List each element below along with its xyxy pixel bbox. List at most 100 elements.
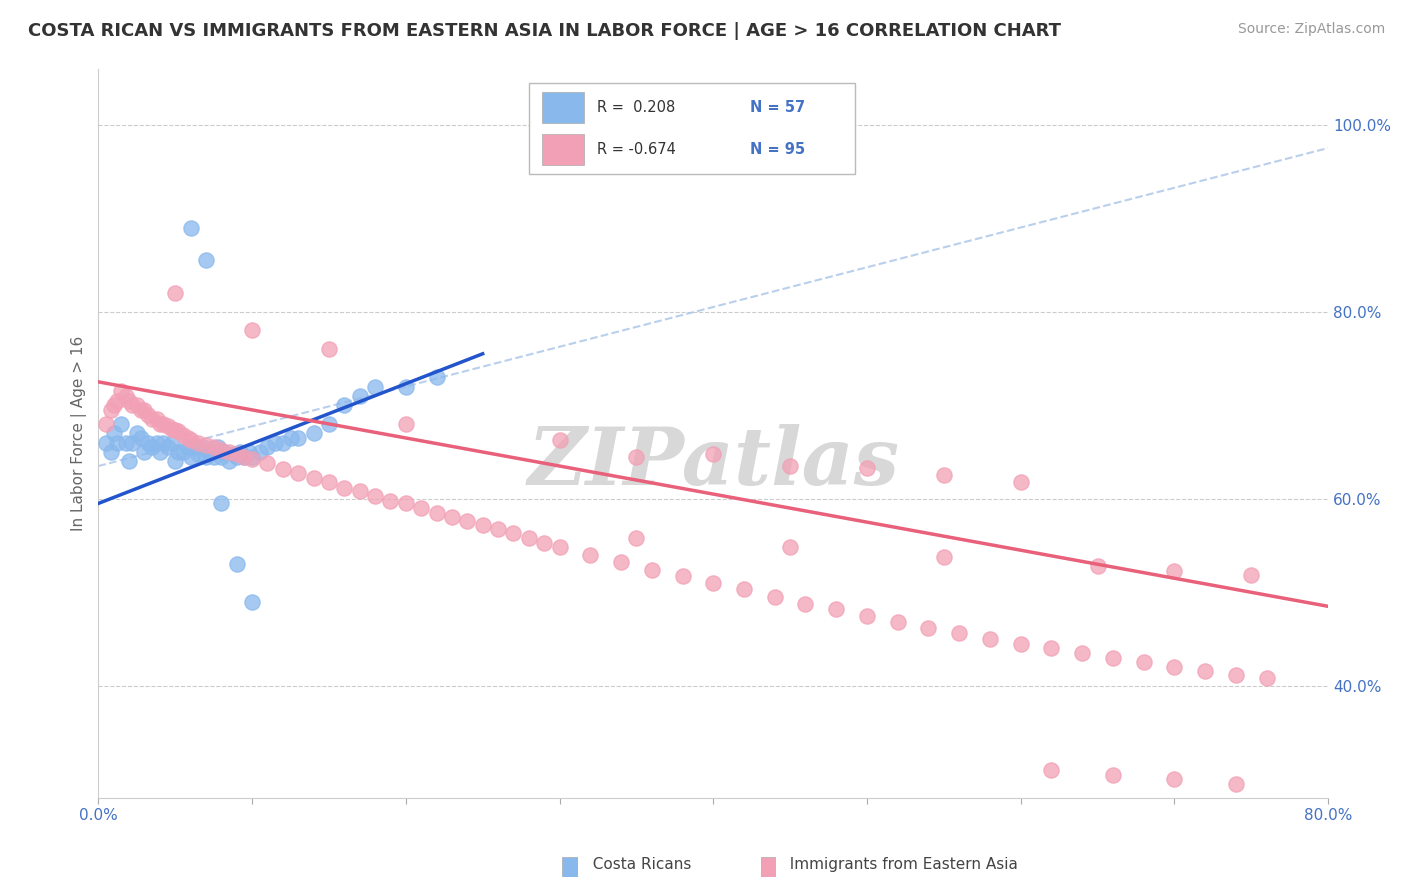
Point — [156, 440, 179, 454]
Point — [411, 501, 433, 516]
Y-axis label: In Labor Force | Age > 16: In Labor Force | Age > 16 — [72, 335, 87, 531]
Point — [131, 403, 153, 417]
Point — [100, 445, 122, 459]
Text: COSTA RICAN VS IMMIGRANTS FROM EASTERN ASIA IN LABOR FORCE | AGE > 16 CORRELATIO: COSTA RICAN VS IMMIGRANTS FROM EASTERN A… — [28, 22, 1062, 40]
Point — [209, 450, 232, 464]
Point — [131, 431, 153, 445]
Point — [233, 450, 256, 464]
Point — [222, 447, 245, 461]
Point — [794, 597, 817, 611]
Point — [141, 412, 163, 426]
Point — [115, 389, 138, 403]
Point — [502, 526, 524, 541]
Point — [1132, 656, 1154, 670]
Point — [948, 626, 970, 640]
Point — [94, 435, 117, 450]
Point — [134, 445, 156, 459]
Point — [118, 393, 141, 408]
Point — [395, 496, 418, 510]
Point — [110, 417, 132, 431]
Point — [333, 398, 356, 412]
Point — [218, 445, 240, 459]
Point — [548, 433, 571, 447]
Point — [136, 408, 159, 422]
Point — [380, 493, 402, 508]
Point — [641, 563, 664, 577]
Point — [456, 514, 478, 528]
Point — [271, 435, 294, 450]
Point — [517, 531, 540, 545]
Point — [779, 458, 801, 473]
Point — [1040, 641, 1063, 656]
Point — [136, 435, 159, 450]
Point — [610, 555, 633, 569]
Point — [187, 447, 209, 461]
Point — [825, 602, 848, 616]
Point — [917, 621, 939, 635]
Point — [979, 632, 1001, 646]
Point — [264, 435, 287, 450]
Point — [440, 510, 463, 524]
Point — [302, 471, 325, 485]
Point — [233, 450, 256, 464]
Point — [702, 576, 724, 591]
Point — [364, 379, 387, 393]
Point — [118, 454, 141, 468]
Text: Costa Ricans: Costa Ricans — [583, 857, 692, 872]
Point — [180, 220, 202, 235]
Point — [240, 594, 263, 608]
Point — [165, 424, 187, 438]
Point — [256, 440, 278, 454]
Point — [349, 484, 371, 499]
Point — [105, 393, 128, 408]
Point — [167, 425, 190, 439]
Point — [886, 615, 908, 630]
Point — [207, 440, 229, 454]
Point — [240, 451, 263, 466]
Point — [229, 445, 252, 459]
Point — [425, 370, 447, 384]
Point — [671, 569, 693, 583]
Point — [121, 398, 143, 412]
Point — [256, 456, 278, 470]
Point — [202, 450, 225, 464]
Point — [160, 422, 183, 436]
Point — [626, 450, 648, 464]
Point — [1102, 767, 1125, 781]
Point — [932, 549, 955, 564]
Text: ZIPatlas: ZIPatlas — [527, 424, 900, 501]
Point — [121, 435, 143, 450]
Point — [110, 384, 132, 399]
Point — [94, 417, 117, 431]
Point — [125, 398, 148, 412]
Point — [240, 450, 263, 464]
Point — [187, 435, 209, 450]
Point — [194, 437, 217, 451]
Point — [240, 323, 263, 337]
Point — [1240, 568, 1263, 582]
Point — [1040, 763, 1063, 777]
Point — [486, 522, 509, 536]
Point — [249, 445, 271, 459]
Point — [165, 454, 187, 468]
Point — [172, 428, 194, 442]
Point — [152, 435, 174, 450]
Point — [533, 535, 555, 549]
Point — [194, 253, 217, 268]
Point — [225, 450, 247, 464]
Point — [180, 433, 202, 447]
Point — [318, 475, 340, 489]
Point — [1102, 650, 1125, 665]
Point — [856, 461, 879, 475]
Point — [1163, 564, 1185, 578]
Point — [471, 518, 494, 533]
Point — [105, 435, 128, 450]
Text: Immigrants from Eastern Asia: Immigrants from Eastern Asia — [780, 857, 1018, 872]
Point — [1071, 646, 1094, 660]
Point — [702, 447, 724, 461]
Point — [134, 403, 156, 417]
Point — [1225, 667, 1247, 681]
Point — [115, 435, 138, 450]
Point — [287, 466, 309, 480]
Point — [302, 426, 325, 441]
